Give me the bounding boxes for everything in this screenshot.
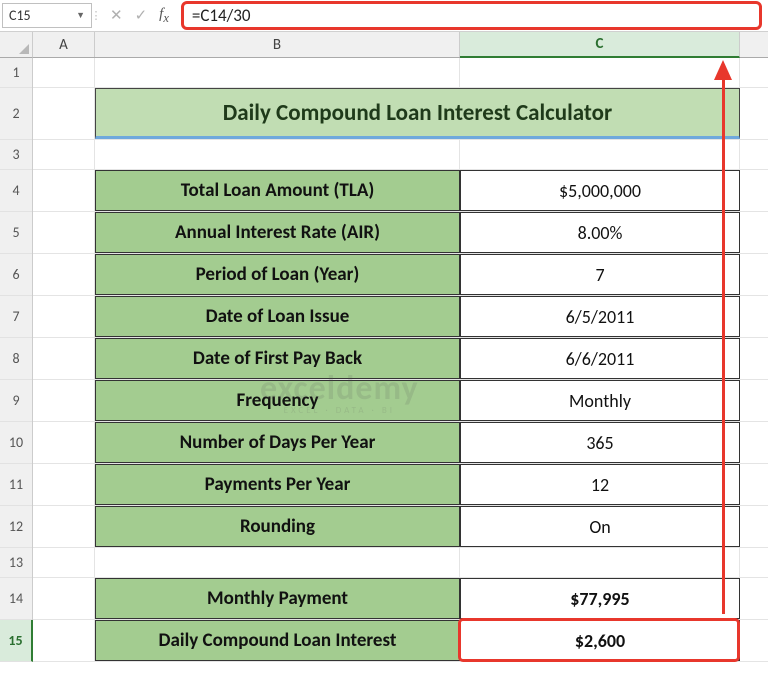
- row-5: Annual Interest Rate (AIR)8.00%: [33, 212, 768, 254]
- cell-C1[interactable]: [460, 58, 740, 87]
- cell-A1[interactable]: [33, 58, 95, 87]
- cell-A2[interactable]: [33, 88, 95, 139]
- title-cell[interactable]: Daily Compound Loan Interest Calculator: [95, 88, 740, 139]
- value-cell[interactable]: On: [460, 506, 740, 547]
- value-cell[interactable]: Monthly: [460, 380, 740, 421]
- row-headers: 123456789101112131415: [0, 58, 33, 662]
- row-8: Date of First Pay Back6/6/2011: [33, 338, 768, 380]
- name-box[interactable]: C15 ▼: [2, 3, 92, 28]
- value-cell[interactable]: 12: [460, 464, 740, 505]
- summary-label[interactable]: Daily Compound Loan Interest: [95, 620, 460, 661]
- label-cell[interactable]: Annual Interest Rate (AIR): [95, 212, 460, 253]
- row-header-4[interactable]: 4: [0, 170, 32, 212]
- value-cell[interactable]: 365: [460, 422, 740, 463]
- cell-A15[interactable]: [33, 620, 95, 661]
- cell-A12[interactable]: [33, 506, 95, 547]
- select-all-corner[interactable]: [0, 32, 33, 58]
- cell-A8[interactable]: [33, 338, 95, 379]
- formula-icons: ✕ ✓ fx: [100, 0, 179, 31]
- chevron-down-icon[interactable]: ▼: [76, 10, 85, 21]
- row-header-15[interactable]: 15: [0, 620, 33, 662]
- column-headers: ABC: [33, 32, 768, 58]
- cancel-icon[interactable]: ✕: [110, 6, 123, 25]
- label-cell[interactable]: Number of Days Per Year: [95, 422, 460, 463]
- cell-A7[interactable]: [33, 296, 95, 337]
- row-7: Date of Loan Issue6/5/2011: [33, 296, 768, 338]
- row-12: RoundingOn: [33, 506, 768, 548]
- row-header-1[interactable]: 1: [0, 58, 32, 88]
- cell-A14[interactable]: [33, 578, 95, 619]
- cell-A5[interactable]: [33, 212, 95, 253]
- row-10: Number of Days Per Year365: [33, 422, 768, 464]
- row-header-8[interactable]: 8: [0, 338, 32, 380]
- row-2: Daily Compound Loan Interest Calculator: [33, 88, 768, 140]
- row-4: Total Loan Amount (TLA)$5,000,000: [33, 170, 768, 212]
- divider: ⋮: [92, 0, 100, 31]
- value-cell[interactable]: 7: [460, 254, 740, 295]
- cell-A4[interactable]: [33, 170, 95, 211]
- name-box-value: C15: [9, 7, 31, 24]
- col-header-B[interactable]: B: [95, 32, 460, 57]
- cell-A13[interactable]: [33, 548, 95, 577]
- cell-B1[interactable]: [95, 58, 460, 87]
- row-9: FrequencyMonthly: [33, 380, 768, 422]
- cell-A10[interactable]: [33, 422, 95, 463]
- row-header-11[interactable]: 11: [0, 464, 32, 506]
- row-3: [33, 140, 768, 170]
- row-11: Payments Per Year12: [33, 464, 768, 506]
- summary-value[interactable]: $2,600: [460, 620, 740, 661]
- row-header-6[interactable]: 6: [0, 254, 32, 296]
- cell-A9[interactable]: [33, 380, 95, 421]
- col-header-C[interactable]: C: [460, 32, 740, 58]
- accept-icon[interactable]: ✓: [135, 6, 148, 25]
- cell-B13[interactable]: [95, 548, 460, 577]
- cell-A11[interactable]: [33, 464, 95, 505]
- row-header-3[interactable]: 3: [0, 140, 32, 170]
- row-15: Daily Compound Loan Interest$2,600: [33, 620, 768, 662]
- cell-B3[interactable]: [95, 140, 460, 169]
- fx-icon[interactable]: fx: [159, 6, 169, 26]
- summary-label[interactable]: Monthly Payment: [95, 578, 460, 619]
- value-cell[interactable]: 6/5/2011: [460, 296, 740, 337]
- row-13: [33, 548, 768, 578]
- row-14: Monthly Payment$77,995: [33, 578, 768, 620]
- formula-text: =C14/30: [192, 5, 251, 26]
- row-header-2[interactable]: 2: [0, 88, 32, 140]
- formula-input[interactable]: =C14/30: [181, 1, 762, 30]
- row-6: Period of Loan (Year)7: [33, 254, 768, 296]
- cell-A6[interactable]: [33, 254, 95, 295]
- col-header-A[interactable]: A: [33, 32, 95, 57]
- row-header-9[interactable]: 9: [0, 380, 32, 422]
- label-cell[interactable]: Rounding: [95, 506, 460, 547]
- summary-value[interactable]: $77,995: [460, 578, 740, 619]
- value-cell[interactable]: 8.00%: [460, 212, 740, 253]
- label-cell[interactable]: Period of Loan (Year): [95, 254, 460, 295]
- row-header-10[interactable]: 10: [0, 422, 32, 464]
- value-cell[interactable]: $5,000,000: [460, 170, 740, 211]
- label-cell[interactable]: Date of First Pay Back: [95, 338, 460, 379]
- cell-C13[interactable]: [460, 548, 740, 577]
- cell-A3[interactable]: [33, 140, 95, 169]
- formula-bar: C15 ▼ ⋮ ✕ ✓ fx =C14/30: [0, 0, 768, 32]
- row-header-12[interactable]: 12: [0, 506, 32, 548]
- row-header-7[interactable]: 7: [0, 296, 32, 338]
- row-header-14[interactable]: 14: [0, 578, 32, 620]
- row-header-13[interactable]: 13: [0, 548, 32, 578]
- label-cell[interactable]: Total Loan Amount (TLA): [95, 170, 460, 211]
- label-cell[interactable]: Date of Loan Issue: [95, 296, 460, 337]
- value-cell[interactable]: 6/6/2011: [460, 338, 740, 379]
- label-cell[interactable]: Payments Per Year: [95, 464, 460, 505]
- row-header-5[interactable]: 5: [0, 212, 32, 254]
- cells-area[interactable]: Daily Compound Loan Interest Calculator T…: [33, 58, 768, 662]
- label-cell[interactable]: Frequency: [95, 380, 460, 421]
- cell-C3[interactable]: [460, 140, 740, 169]
- row-1: [33, 58, 768, 88]
